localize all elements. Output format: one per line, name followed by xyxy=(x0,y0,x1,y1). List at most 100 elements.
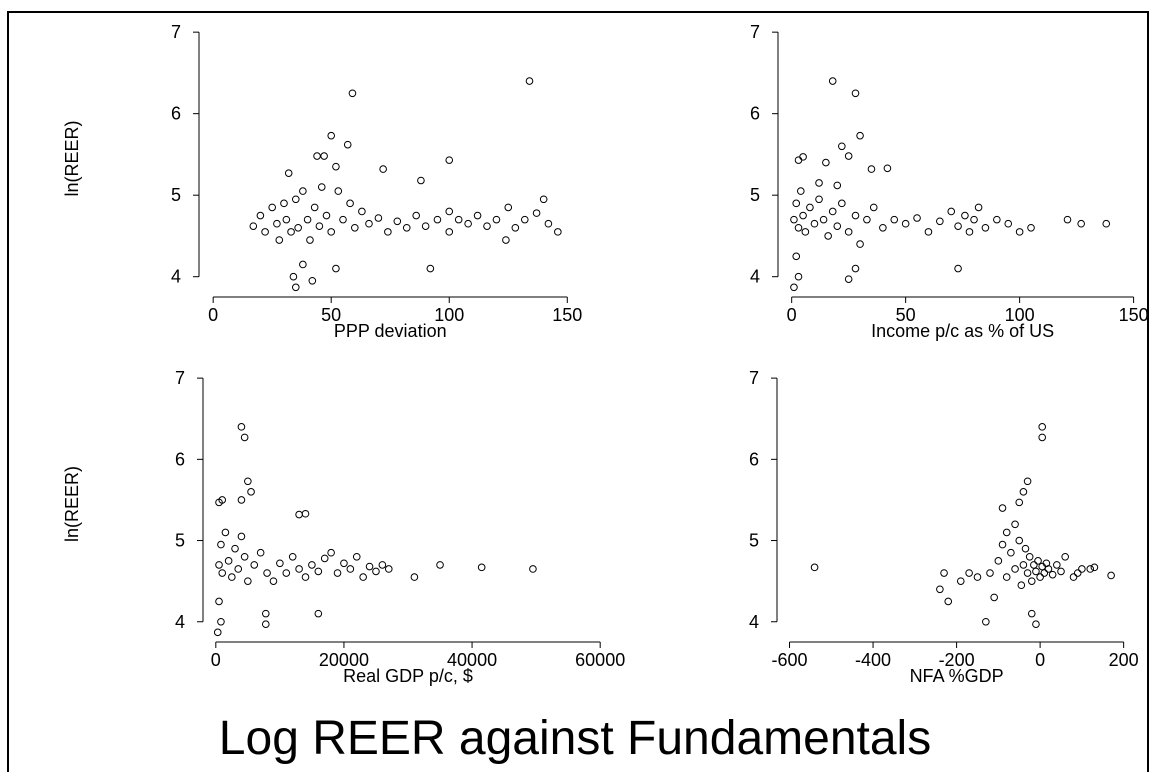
point xyxy=(1048,570,1057,579)
point xyxy=(301,573,310,581)
point xyxy=(289,272,298,281)
point xyxy=(838,199,846,208)
point xyxy=(890,215,899,224)
point xyxy=(1057,567,1065,576)
point xyxy=(1063,215,1072,224)
point xyxy=(828,207,837,216)
point xyxy=(483,222,491,230)
point xyxy=(994,557,1003,565)
point xyxy=(529,565,537,573)
point xyxy=(810,563,819,572)
point xyxy=(275,236,284,244)
point xyxy=(263,569,271,577)
y-tick-label: 7 xyxy=(750,22,760,42)
point xyxy=(314,567,323,576)
x-tick-label: 0 xyxy=(787,305,797,325)
point xyxy=(973,573,982,581)
y-tick-label: 5 xyxy=(750,185,760,205)
point xyxy=(374,214,383,222)
point xyxy=(284,169,293,177)
point xyxy=(378,561,387,569)
x-tick-label: -200 xyxy=(939,650,975,670)
x-tick-label: 100 xyxy=(434,305,464,325)
point xyxy=(794,272,803,281)
point xyxy=(365,219,373,228)
point xyxy=(844,275,853,283)
point xyxy=(1044,565,1053,573)
y-axis-label: ln(REER) xyxy=(62,466,82,542)
y-tick-label: 5 xyxy=(749,531,759,551)
point xyxy=(1015,228,1024,236)
point xyxy=(806,203,814,212)
point xyxy=(1015,536,1024,545)
point xyxy=(1027,223,1035,232)
point xyxy=(1027,577,1036,585)
point xyxy=(1004,219,1013,228)
point xyxy=(261,228,269,236)
point xyxy=(1107,571,1115,580)
point xyxy=(240,433,249,442)
point xyxy=(317,183,326,191)
point xyxy=(520,215,529,224)
point xyxy=(1032,620,1040,628)
x-tick-label: 0 xyxy=(211,650,221,670)
point xyxy=(426,264,435,273)
point xyxy=(502,236,510,244)
point xyxy=(956,577,965,585)
y-tick-label: 7 xyxy=(749,368,759,388)
y-tick-label: 4 xyxy=(749,612,759,632)
point xyxy=(1023,569,1032,577)
point xyxy=(308,561,316,569)
y-tick-label: 5 xyxy=(171,185,181,205)
point xyxy=(856,240,864,248)
point xyxy=(445,156,454,164)
point xyxy=(244,577,252,585)
point xyxy=(237,532,246,541)
point xyxy=(863,215,871,224)
figure-title: Log REER against Fundamentals xyxy=(219,712,931,765)
point xyxy=(244,477,252,486)
point xyxy=(492,215,501,224)
point xyxy=(974,203,983,212)
point xyxy=(838,142,846,151)
point xyxy=(1073,569,1082,577)
point xyxy=(1002,528,1011,537)
point xyxy=(352,552,361,561)
point xyxy=(993,215,1001,224)
point xyxy=(215,561,223,569)
point xyxy=(301,509,310,518)
point xyxy=(332,264,340,273)
point xyxy=(464,219,472,228)
point xyxy=(981,223,990,232)
y-tick-label: 4 xyxy=(175,612,185,632)
point xyxy=(299,260,307,269)
x-tick-label: 100 xyxy=(1005,305,1035,325)
point xyxy=(327,131,336,140)
y-tick-label: 7 xyxy=(175,368,185,388)
point xyxy=(998,504,1007,512)
point xyxy=(924,228,933,236)
point xyxy=(844,152,853,160)
point xyxy=(851,211,860,220)
x-axis-label: Real GDP p/c, $ xyxy=(343,666,473,686)
x-tick-label: 150 xyxy=(552,305,582,325)
point xyxy=(256,548,265,557)
point xyxy=(334,187,343,195)
point xyxy=(986,569,994,577)
point xyxy=(998,540,1007,549)
x-tick-label: 60000 xyxy=(575,650,625,670)
point xyxy=(234,565,243,573)
point xyxy=(936,585,944,594)
point xyxy=(525,77,534,85)
x-tick-label: 0 xyxy=(208,305,218,325)
x-tick-label: 50 xyxy=(321,305,341,325)
x-tick-label: 200 xyxy=(1109,650,1139,670)
point xyxy=(815,195,823,204)
point xyxy=(801,228,810,236)
point xyxy=(269,577,278,585)
point xyxy=(1002,573,1011,581)
point xyxy=(824,232,832,240)
point xyxy=(1025,552,1034,561)
point xyxy=(454,215,463,224)
point xyxy=(218,569,227,577)
